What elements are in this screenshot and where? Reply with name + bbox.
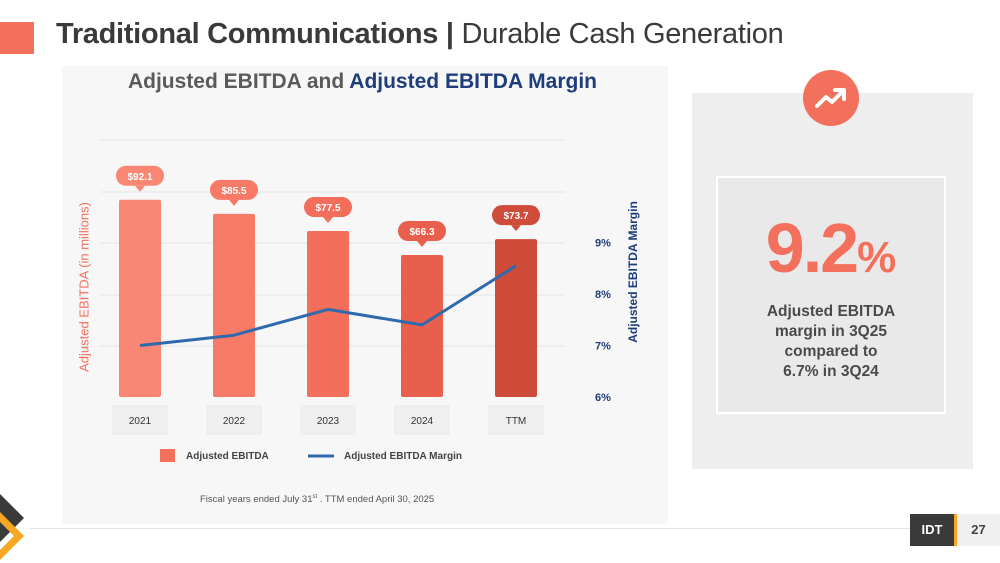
footnote-superscript: st	[312, 494, 318, 500]
kpi-line-1: Adjusted EBITDA	[766, 303, 896, 320]
bar-label-pointer-2023	[323, 217, 333, 224]
y2-tick-label-8%: 8%	[595, 289, 611, 301]
footnote-text: Fiscal years ended July 31	[200, 494, 313, 506]
legend-label-bar: Adjusted EBITDA	[186, 451, 269, 462]
bar-label-bg-2023	[304, 197, 352, 218]
y2-tick-label-6%: 6%	[595, 392, 611, 404]
trending-up-icon-graphic	[815, 88, 846, 108]
page-title-light: Durable Cash Generation	[461, 18, 784, 50]
bar-label-2024: $66.3	[409, 227, 434, 238]
bar-label-2023: $77.5	[315, 203, 340, 214]
company-logo: IDT	[910, 514, 954, 546]
kpi-number: 9.2	[765, 209, 859, 287]
kpi-value: 9.2%	[716, 208, 946, 288]
bar-TTM	[495, 239, 537, 397]
bar-label-bg-TTM	[492, 205, 540, 226]
page-title: Traditional Communications | Durable Cas…	[56, 18, 784, 51]
chart-title: Adjusted EBITDA and Adjusted EBITDA Marg…	[0, 70, 725, 94]
bar-label-pointer-2024	[417, 241, 427, 248]
x-tick-box-TTM	[488, 405, 544, 435]
bar-label-pointer-2022	[229, 199, 239, 206]
bar-2021	[119, 199, 161, 397]
footer-divider	[30, 528, 910, 529]
kpi-line-2: margin in 3Q25	[775, 323, 887, 340]
x-tick-label-2022: 2022	[223, 416, 246, 427]
page-title-strong: Traditional Communications |	[56, 18, 454, 50]
x-tick-label-2021: 2021	[129, 416, 152, 427]
bar-label-pointer-TTM	[511, 225, 521, 232]
corner-chevron-logo	[0, 494, 24, 560]
x-tick-box-2021	[112, 405, 168, 435]
legend-swatch-bar	[160, 449, 175, 462]
x-tick-box-2024	[394, 405, 450, 435]
bar-2023	[307, 231, 349, 397]
x-tick-box-2022	[206, 405, 262, 435]
kpi-line-3: compared to	[784, 343, 878, 360]
x-tick-label-2023: 2023	[317, 416, 340, 427]
kpi-description: Adjusted EBITDA margin in 3Q25 compared …	[716, 302, 946, 382]
page-number: 27	[954, 514, 1000, 546]
bar-label-2021: $92.1	[127, 172, 152, 183]
bar-label-2022: $85.5	[221, 186, 246, 197]
kpi-percent-sign: %	[857, 233, 897, 282]
bar-label-bg-2021	[116, 165, 164, 186]
bar-label-bg-2024	[398, 221, 446, 242]
y2-tick-label-7%: 7%	[595, 341, 611, 353]
footnote: Fiscal years ended July 31st . TTM ended…	[200, 494, 434, 505]
chart-title-part1: Adjusted EBITDA and	[127, 70, 345, 93]
y2-tick-label-9%: 9%	[595, 238, 611, 250]
kpi-line-4: 6.7% in 3Q24	[783, 363, 879, 380]
kpi-card	[716, 176, 946, 414]
title-accent-square	[0, 22, 34, 54]
x-tick-label-2024: 2024	[411, 416, 434, 427]
bar-label-pointer-2021	[135, 185, 145, 192]
chart-title-part2: Adjusted EBITDA Margin	[349, 70, 598, 93]
trending-up-icon	[803, 70, 859, 126]
bar-2022	[213, 213, 255, 397]
bar-label-bg-2022	[210, 179, 258, 200]
x-tick-box-2023	[300, 405, 356, 435]
x-tick-label-TTM: TTM	[506, 416, 527, 427]
legend-label-line: Adjusted EBITDA Margin	[344, 451, 462, 462]
bar-label-TTM: $73.7	[503, 211, 528, 222]
footnote-text-after: . TTM ended April 30, 2025	[317, 494, 435, 506]
